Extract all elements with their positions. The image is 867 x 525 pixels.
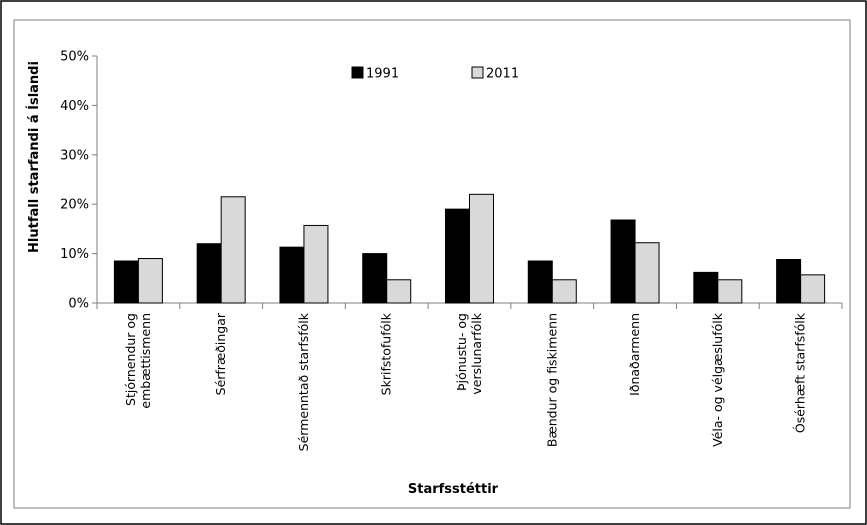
- bar-2011: [800, 274, 826, 304]
- legend-label-2011: 2011: [486, 67, 519, 82]
- bar-1991: [279, 246, 305, 304]
- bar-1991: [362, 253, 388, 304]
- bar-1991: [693, 271, 719, 304]
- x-axis-title: Starfsstéttir: [408, 482, 499, 497]
- x-tick-label: Sérfræðingar: [213, 312, 228, 395]
- bar-2011: [634, 242, 660, 304]
- x-tick-label: Skrifstofufólk: [379, 312, 394, 395]
- bar-1991: [196, 243, 222, 304]
- chart-area-border: [13, 19, 851, 509]
- x-tick-label: Stjórnendur ogembættismenn: [123, 313, 153, 409]
- bar-1991: [527, 260, 553, 304]
- x-tick-label: Bændur og fiskimenn: [544, 313, 559, 447]
- y-axis-title: Hlutfall starfandi á Íslandi: [26, 61, 42, 253]
- x-tick-label: Ósérhæft starfsfólk: [793, 312, 808, 433]
- bar-2011: [717, 279, 743, 304]
- x-tick-label: Sérmenntað starfsfólk: [296, 312, 311, 451]
- y-tick-label: 30%: [60, 148, 89, 163]
- bar-2011: [137, 258, 163, 304]
- y-tick-label: 20%: [60, 198, 89, 213]
- bar-1991: [610, 219, 636, 304]
- bar-1991: [776, 259, 802, 304]
- y-tick-label: 10%: [60, 247, 89, 262]
- bar-1991: [113, 260, 139, 304]
- bar-2011: [551, 279, 577, 304]
- y-tick-label: 40%: [60, 99, 89, 114]
- y-tick-label: 50%: [60, 50, 89, 65]
- y-tick-label: 0%: [68, 297, 89, 312]
- x-tick-label: Iðnaðarmenn: [627, 313, 642, 396]
- bar-2011: [303, 224, 329, 304]
- bar-2011: [469, 193, 494, 304]
- bar-1991: [445, 208, 470, 304]
- bar-2011: [220, 196, 246, 304]
- plot-area: 0% 10% 20% 30% 40% 50% Stjórnendur ogembættism…: [60, 50, 843, 451]
- legend-swatch-2011: [471, 66, 484, 79]
- x-tick-label: Þjónustu- ogverslunarfólk: [454, 312, 484, 394]
- bar-2011: [386, 279, 412, 304]
- x-tick-label: Véla- og vélgæslufólk: [710, 312, 725, 447]
- legend-swatch-1991: [351, 66, 364, 79]
- legend-label-1991: 1991: [366, 67, 399, 82]
